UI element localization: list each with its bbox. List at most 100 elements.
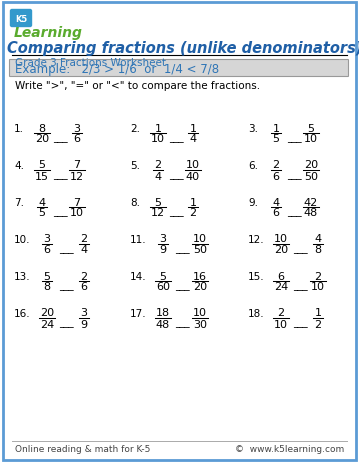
Text: 4: 4: [314, 234, 322, 244]
Text: 9.: 9.: [248, 198, 258, 207]
Text: 10: 10: [311, 282, 325, 292]
Text: 10: 10: [186, 160, 200, 170]
Text: 12: 12: [151, 208, 165, 218]
Text: 9: 9: [159, 245, 167, 255]
Text: 10: 10: [304, 134, 318, 144]
Text: 5: 5: [154, 197, 162, 207]
Text: 6: 6: [74, 134, 80, 144]
Text: ___: ___: [175, 244, 189, 253]
Text: 24: 24: [40, 319, 54, 329]
Text: ___: ___: [287, 206, 301, 217]
FancyBboxPatch shape: [10, 11, 32, 27]
Text: ___: ___: [293, 281, 307, 290]
Text: 11.: 11.: [130, 234, 146, 244]
Text: K5: K5: [15, 14, 27, 24]
Text: 6: 6: [80, 282, 88, 292]
Text: ___: ___: [53, 206, 67, 217]
Text: Learning: Learning: [14, 26, 83, 40]
Text: 4: 4: [38, 197, 46, 207]
Text: ___: ___: [169, 206, 183, 217]
Text: 4: 4: [80, 245, 88, 255]
Text: 5: 5: [159, 271, 167, 281]
Text: 3.: 3.: [248, 124, 258, 134]
Text: 8.: 8.: [130, 198, 140, 207]
Text: 10: 10: [193, 234, 207, 244]
Text: 30: 30: [193, 319, 207, 329]
Text: 2: 2: [272, 160, 280, 170]
Text: 9: 9: [80, 319, 88, 329]
Text: ©  www.k5learning.com: © www.k5learning.com: [235, 444, 344, 454]
Text: 7: 7: [74, 160, 80, 170]
Text: 3: 3: [80, 308, 88, 318]
Text: 2: 2: [80, 271, 88, 281]
Text: 6.: 6.: [248, 161, 258, 171]
Text: ___: ___: [53, 133, 67, 143]
Text: 2.: 2.: [130, 124, 140, 134]
Text: 12.: 12.: [248, 234, 265, 244]
Text: 5: 5: [272, 134, 280, 144]
Text: 18.: 18.: [248, 308, 265, 319]
Text: 2: 2: [314, 319, 322, 329]
Text: 18: 18: [156, 308, 170, 318]
Text: ___: ___: [59, 281, 73, 290]
Text: 1: 1: [154, 123, 162, 133]
Text: 3: 3: [74, 123, 80, 133]
Text: 24: 24: [274, 282, 288, 292]
Text: 2: 2: [154, 160, 162, 170]
Text: 3: 3: [159, 234, 167, 244]
Text: 16.: 16.: [14, 308, 31, 319]
Text: 48: 48: [304, 208, 318, 218]
Text: 1.: 1.: [14, 124, 24, 134]
Text: 4.: 4.: [14, 161, 24, 171]
Text: Comparing fractions (unlike denominators): Comparing fractions (unlike denominators…: [7, 40, 359, 56]
Text: 10: 10: [151, 134, 165, 144]
Text: 1: 1: [190, 123, 196, 133]
Text: 2: 2: [314, 271, 322, 281]
Text: Online reading & math for K-5: Online reading & math for K-5: [15, 444, 150, 454]
Text: 8: 8: [314, 245, 322, 255]
Text: 2: 2: [190, 208, 197, 218]
Text: 2: 2: [80, 234, 88, 244]
Text: ___: ___: [59, 317, 73, 327]
Text: ___: ___: [293, 244, 307, 253]
Text: 42: 42: [304, 197, 318, 207]
Text: 1: 1: [314, 308, 322, 318]
Text: 20: 20: [40, 308, 54, 318]
Text: Write ">", "=" or "<" to compare the fractions.: Write ">", "=" or "<" to compare the fra…: [15, 81, 260, 91]
Text: 6: 6: [272, 171, 280, 181]
Text: 15.: 15.: [248, 271, 265, 282]
Text: 10: 10: [193, 308, 207, 318]
Text: 7.: 7.: [14, 198, 24, 207]
Text: 1: 1: [190, 197, 196, 207]
Text: 5: 5: [38, 208, 46, 218]
FancyBboxPatch shape: [9, 60, 349, 77]
Text: 10: 10: [70, 208, 84, 218]
Text: 7: 7: [74, 197, 80, 207]
Text: Example:   2/3 > 1/6  or  1/4 < 7/8: Example: 2/3 > 1/6 or 1/4 < 7/8: [15, 63, 219, 75]
Text: 6: 6: [278, 271, 284, 281]
Text: 10: 10: [274, 319, 288, 329]
Text: 10.: 10.: [14, 234, 31, 244]
Text: 8: 8: [38, 123, 46, 133]
Text: 15: 15: [35, 171, 49, 181]
Text: 8: 8: [43, 282, 51, 292]
Text: ___: ___: [59, 244, 73, 253]
Text: 20: 20: [193, 282, 207, 292]
Text: Grade 3 Fractions Worksheet: Grade 3 Fractions Worksheet: [15, 58, 166, 68]
Text: 2: 2: [278, 308, 285, 318]
Text: 10: 10: [274, 234, 288, 244]
Text: ___: ___: [53, 169, 67, 180]
Text: 50: 50: [193, 245, 207, 255]
FancyBboxPatch shape: [3, 3, 356, 460]
Text: 6: 6: [272, 208, 280, 218]
Text: 5: 5: [43, 271, 51, 281]
Text: 4: 4: [154, 171, 162, 181]
Text: ___: ___: [175, 281, 189, 290]
Text: 60: 60: [156, 282, 170, 292]
Text: ___: ___: [169, 169, 183, 180]
Text: 20: 20: [35, 134, 49, 144]
Text: ___: ___: [287, 169, 301, 180]
Text: 14.: 14.: [130, 271, 146, 282]
Text: 50: 50: [304, 171, 318, 181]
Text: ___: ___: [287, 133, 301, 143]
